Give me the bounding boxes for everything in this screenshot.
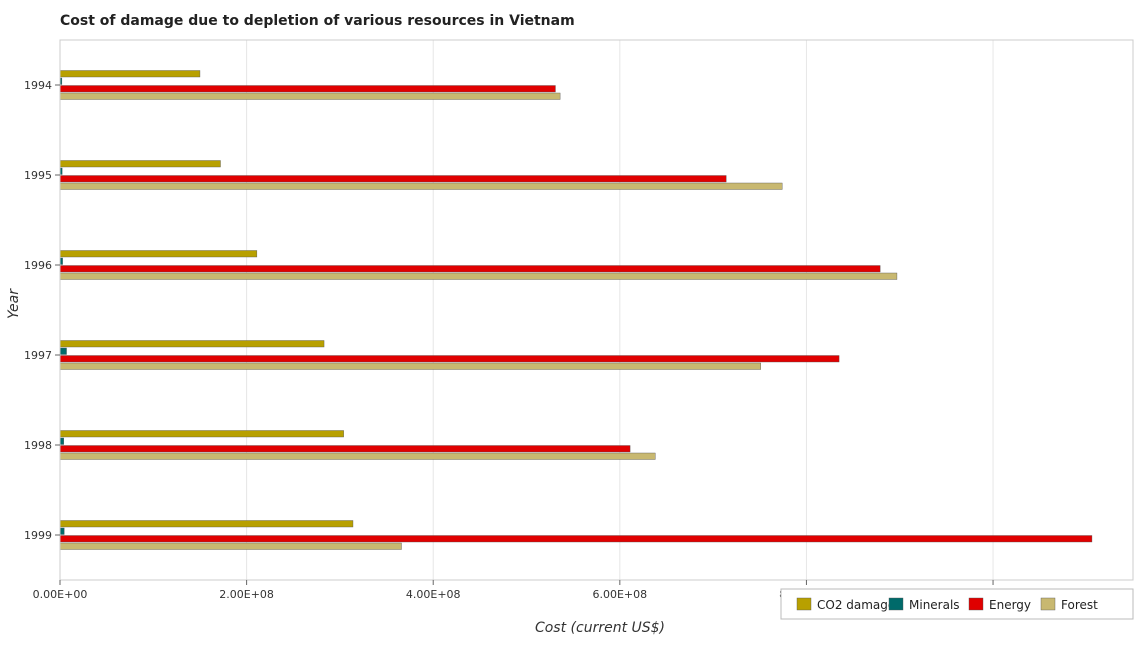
bar-co2-damage-1997 <box>59 340 325 348</box>
bar-co2-damage-1994 <box>59 70 201 78</box>
bar-minerals-1999 <box>59 527 65 535</box>
bar-energy-1997 <box>59 355 840 363</box>
x-tick-label: 2.00E+08 <box>219 588 274 601</box>
bar-energy-1998 <box>59 445 631 453</box>
legend-swatch-energy <box>968 597 984 611</box>
legend-swatch-minerals <box>888 597 904 611</box>
x-axis-label: Cost (current US$) <box>535 620 665 636</box>
bar-minerals-1998 <box>59 437 64 445</box>
legend-swatch-co2-damage <box>796 597 812 611</box>
legend-label-co2-damage: CO2 damage <box>817 598 895 612</box>
legend-label-energy: Energy <box>989 598 1031 612</box>
legend: CO2 damage Minerals Energy Forest <box>780 588 1134 620</box>
legend-box <box>780 588 1134 620</box>
bar-energy-1996 <box>59 265 881 273</box>
bar-forest-1994 <box>59 92 561 100</box>
y-tick-label: 1994 <box>24 79 52 92</box>
bar-forest-1995 <box>59 182 783 190</box>
y-tick-label: 1999 <box>24 529 52 542</box>
legend-label-forest: Forest <box>1061 598 1098 612</box>
x-tick-label: 4.00E+08 <box>406 588 461 601</box>
plot-frame <box>59 39 1134 581</box>
plot-area-border <box>59 39 1134 581</box>
legend-swatch-forest <box>1040 597 1056 611</box>
x-tick-label: 0.00E+00 <box>33 588 88 601</box>
bar-energy-1995 <box>59 175 727 183</box>
y-tick-label: 1995 <box>24 169 52 182</box>
bar-forest-1996 <box>59 272 898 280</box>
bar-co2-damage-1995 <box>59 160 221 168</box>
bar-forest-1999 <box>59 542 402 550</box>
y-tick-label: 1997 <box>24 349 52 362</box>
bar-forest-1998 <box>59 452 656 460</box>
chart-title: Cost of damage due to depletion of vario… <box>60 13 575 29</box>
bar-co2-damage-1999 <box>59 520 354 528</box>
bar-energy-1999 <box>59 535 1093 543</box>
bar-co2-damage-1998 <box>59 430 344 438</box>
legend-label-minerals: Minerals <box>909 598 960 612</box>
bar-minerals-1997 <box>59 347 67 355</box>
bar-co2-damage-1996 <box>59 250 258 258</box>
x-tick-label: 6.00E+08 <box>592 588 647 601</box>
bar-forest-1997 <box>59 362 761 370</box>
y-axis-ticks: 1994 1995 1996 1997 1998 1999 <box>24 79 60 542</box>
y-tick-label: 1996 <box>24 259 52 272</box>
bar-energy-1994 <box>59 85 556 93</box>
y-axis-label: Year <box>6 288 22 319</box>
y-tick-label: 1998 <box>24 439 52 452</box>
